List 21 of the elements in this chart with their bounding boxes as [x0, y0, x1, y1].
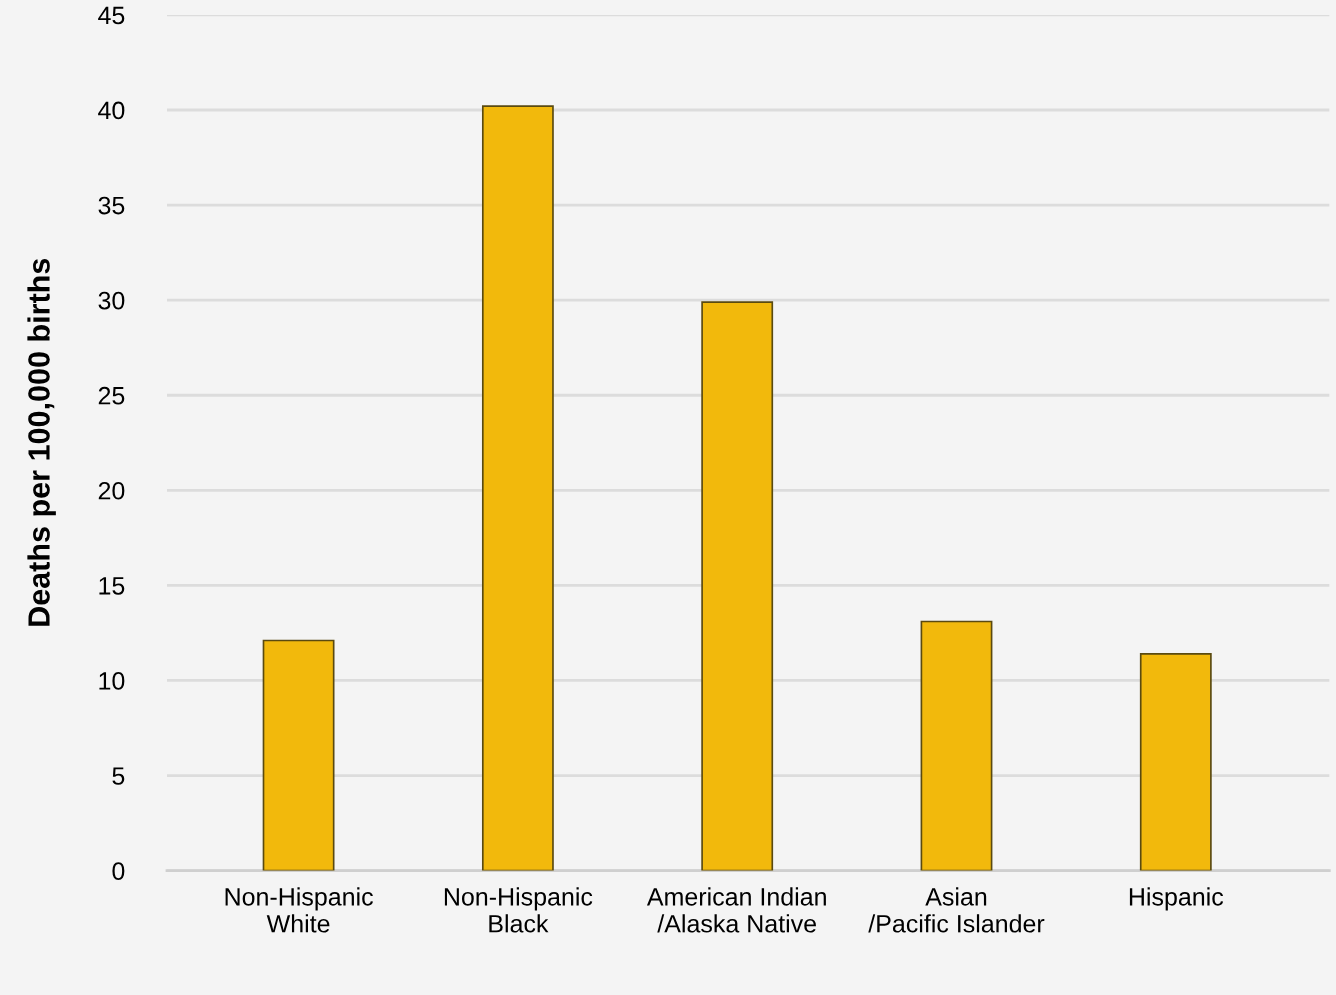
y-tick-label: 40 — [98, 101, 125, 120]
y-tick-label: 20 — [98, 481, 125, 500]
y-axis-title: Deaths per 100,000 births — [27, 258, 56, 626]
bar — [1139, 653, 1212, 871]
y-tick-label: 25 — [98, 386, 125, 405]
y-tick-label: 0 — [112, 862, 125, 880]
bar — [920, 620, 993, 871]
y-tick-label: 35 — [98, 196, 125, 215]
y-tick-label: 15 — [99, 577, 125, 595]
bar — [262, 639, 335, 871]
x-tick-label: Hispanic — [1129, 887, 1224, 911]
x-tick-label: Asian /Pacific Islander — [868, 887, 1045, 933]
x-tick-label: American Indian /Alaska Native — [646, 887, 826, 933]
y-tick-label: 5 — [112, 767, 125, 785]
y-tick-label: 10 — [99, 672, 125, 690]
bar — [481, 105, 554, 871]
y-tick-label: 30 — [98, 291, 125, 310]
x-tick-label: Non-Hispanic White — [225, 887, 373, 933]
bar — [701, 301, 774, 871]
y-tick-label: 45 — [98, 6, 125, 25]
x-tick-label: Non-Hispanic Black — [444, 887, 593, 933]
